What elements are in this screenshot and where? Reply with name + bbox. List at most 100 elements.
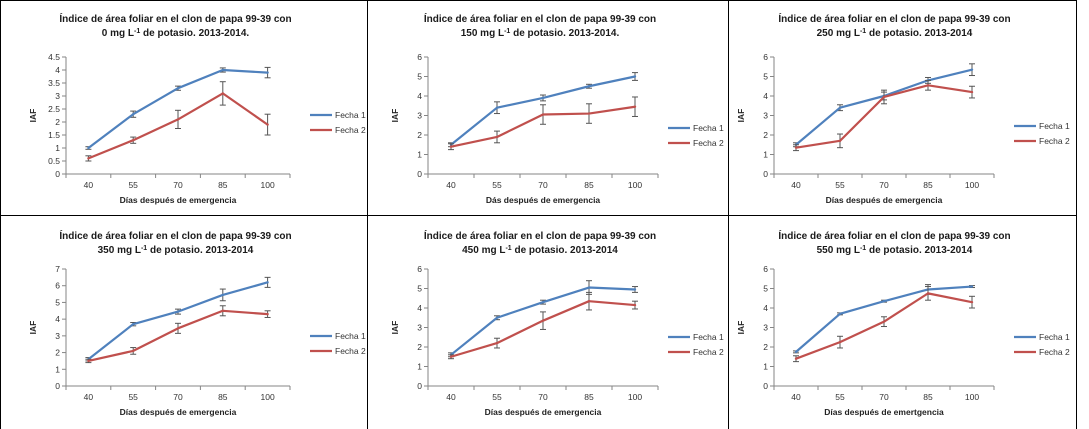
x-tick-label: 40	[791, 392, 801, 402]
x-tick-label: 40	[791, 180, 801, 190]
chart-panel-350k: Índice de área foliar en el clon de papa…	[0, 217, 367, 429]
data-point	[132, 322, 135, 326]
y-tick-label: 2	[417, 130, 422, 140]
data-point	[541, 113, 545, 116]
y-tick-label: 0	[55, 169, 60, 179]
data-point	[970, 300, 974, 304]
y-tick-label: 0	[763, 381, 768, 391]
y-tick-label: 2	[55, 348, 60, 358]
data-point	[633, 303, 637, 307]
data-point	[266, 71, 269, 74]
data-point	[633, 288, 637, 291]
chart-title-line2: 450 mg L-1 de potasio. 2013-2014	[462, 245, 618, 257]
x-tick-label: 85	[584, 392, 594, 402]
data-point	[87, 157, 90, 160]
y-tick-label: 5	[417, 72, 422, 82]
frame-line-mid1	[367, 0, 368, 429]
data-point	[449, 145, 453, 148]
x-tick-label: 100	[261, 392, 275, 402]
x-tick-label: 70	[879, 392, 889, 402]
y-tick-label: 4.5	[48, 52, 60, 62]
y-tick-label: 4	[763, 91, 768, 101]
x-tick-label: 100	[261, 180, 275, 190]
legend-label-fecha-2: Fecha 2	[1039, 136, 1070, 146]
x-tick-label: 100	[965, 180, 979, 190]
y-tick-label: 6	[763, 264, 768, 274]
y-axis-label: IAF	[736, 321, 746, 335]
y-tick-label: 6	[763, 52, 768, 62]
chart-title-line2: 150 mg L-1 de potasio. 2013-2014.	[461, 28, 620, 40]
y-tick-label: 1	[55, 143, 60, 153]
data-point	[132, 113, 135, 116]
data-point	[926, 84, 930, 87]
x-tick-label: 85	[923, 392, 933, 402]
chart-panel-150k: Índice de área foliar en el clon de papa…	[368, 0, 728, 213]
x-tick-label: 40	[446, 392, 456, 402]
chart-250k-svg: Índice de área foliar en el clon de papa…	[736, 12, 1070, 205]
y-tick-label: 5	[417, 284, 422, 294]
data-point	[970, 90, 974, 94]
data-point	[266, 312, 269, 316]
chart-title-line2: 550 mg L-1 de potasio. 2013-2014	[817, 245, 973, 257]
chart-title-line1: Índice de área foliar en el clon de papa…	[778, 229, 1010, 242]
chart-panel-0k: Índice de área foliar en el clon de papa…	[0, 0, 367, 213]
y-tick-label: 2.5	[48, 104, 60, 114]
series-line-fecha-1	[795, 68, 973, 146]
legend-label-fecha-1: Fecha 1	[1039, 121, 1070, 131]
x-tick-label: 70	[879, 180, 889, 190]
data-point	[541, 319, 545, 322]
frame-line-right	[1076, 0, 1077, 429]
data-point	[882, 95, 886, 99]
data-point	[176, 327, 180, 330]
x-tick-label: 40	[84, 180, 94, 190]
y-tick-label: 4	[55, 65, 60, 75]
data-point	[794, 350, 798, 354]
frame-line-left	[0, 0, 1, 429]
x-tick-label: 55	[128, 180, 138, 190]
frame-line-top	[0, 0, 1077, 1]
chart-title-line1: Índice de área foliar en el clon de papa…	[59, 229, 291, 242]
y-axis-label: IAF	[28, 321, 38, 335]
data-point	[541, 300, 545, 304]
y-tick-label: 2	[417, 342, 422, 352]
data-point	[970, 68, 974, 71]
data-point	[221, 68, 224, 72]
frame-line-mid2	[728, 0, 729, 429]
data-point	[266, 123, 269, 126]
legend-label-fecha-1: Fecha 1	[693, 332, 724, 342]
data-point	[838, 340, 842, 344]
x-axis-label: Días después de emergencia	[826, 195, 943, 205]
chart-0k-svg: Índice de área foliar en el clon de papa…	[28, 12, 366, 205]
y-tick-label: 3	[763, 323, 768, 333]
x-tick-label: 55	[128, 392, 138, 402]
y-tick-label: 0	[417, 169, 422, 179]
y-axis-label: IAF	[390, 109, 400, 123]
legend-label-fecha-1: Fecha 1	[335, 110, 366, 120]
chart-150k-svg: Índice de área foliar en el clon de papa…	[390, 12, 724, 205]
data-point	[176, 310, 180, 313]
y-tick-label: 3	[763, 111, 768, 121]
y-tick-label: 2	[763, 130, 768, 140]
x-axis-label: Días después de emergencia	[120, 407, 237, 417]
x-axis-label: Días después de emertgencia	[824, 407, 944, 417]
y-tick-label: 5	[763, 72, 768, 82]
legend-label-fecha-1: Fecha 1	[693, 123, 724, 133]
data-point	[926, 292, 930, 295]
y-tick-label: 3	[417, 323, 422, 333]
data-point	[838, 139, 842, 143]
x-tick-label: 70	[173, 392, 183, 402]
legend-label-fecha-2: Fecha 2	[693, 138, 724, 148]
x-tick-label: 100	[628, 180, 642, 190]
data-point	[132, 349, 135, 353]
y-tick-label: 4	[417, 303, 422, 313]
data-point	[221, 92, 224, 95]
y-tick-label: 6	[417, 52, 422, 62]
x-tick-label: 70	[173, 180, 183, 190]
data-point	[541, 96, 545, 100]
data-point	[266, 281, 269, 284]
y-tick-label: 7	[55, 264, 60, 274]
chart-panel-550k: Índice de área foliar en el clon de papa…	[729, 217, 1076, 429]
data-point	[794, 357, 798, 360]
data-point	[882, 299, 886, 303]
data-point	[221, 309, 224, 312]
